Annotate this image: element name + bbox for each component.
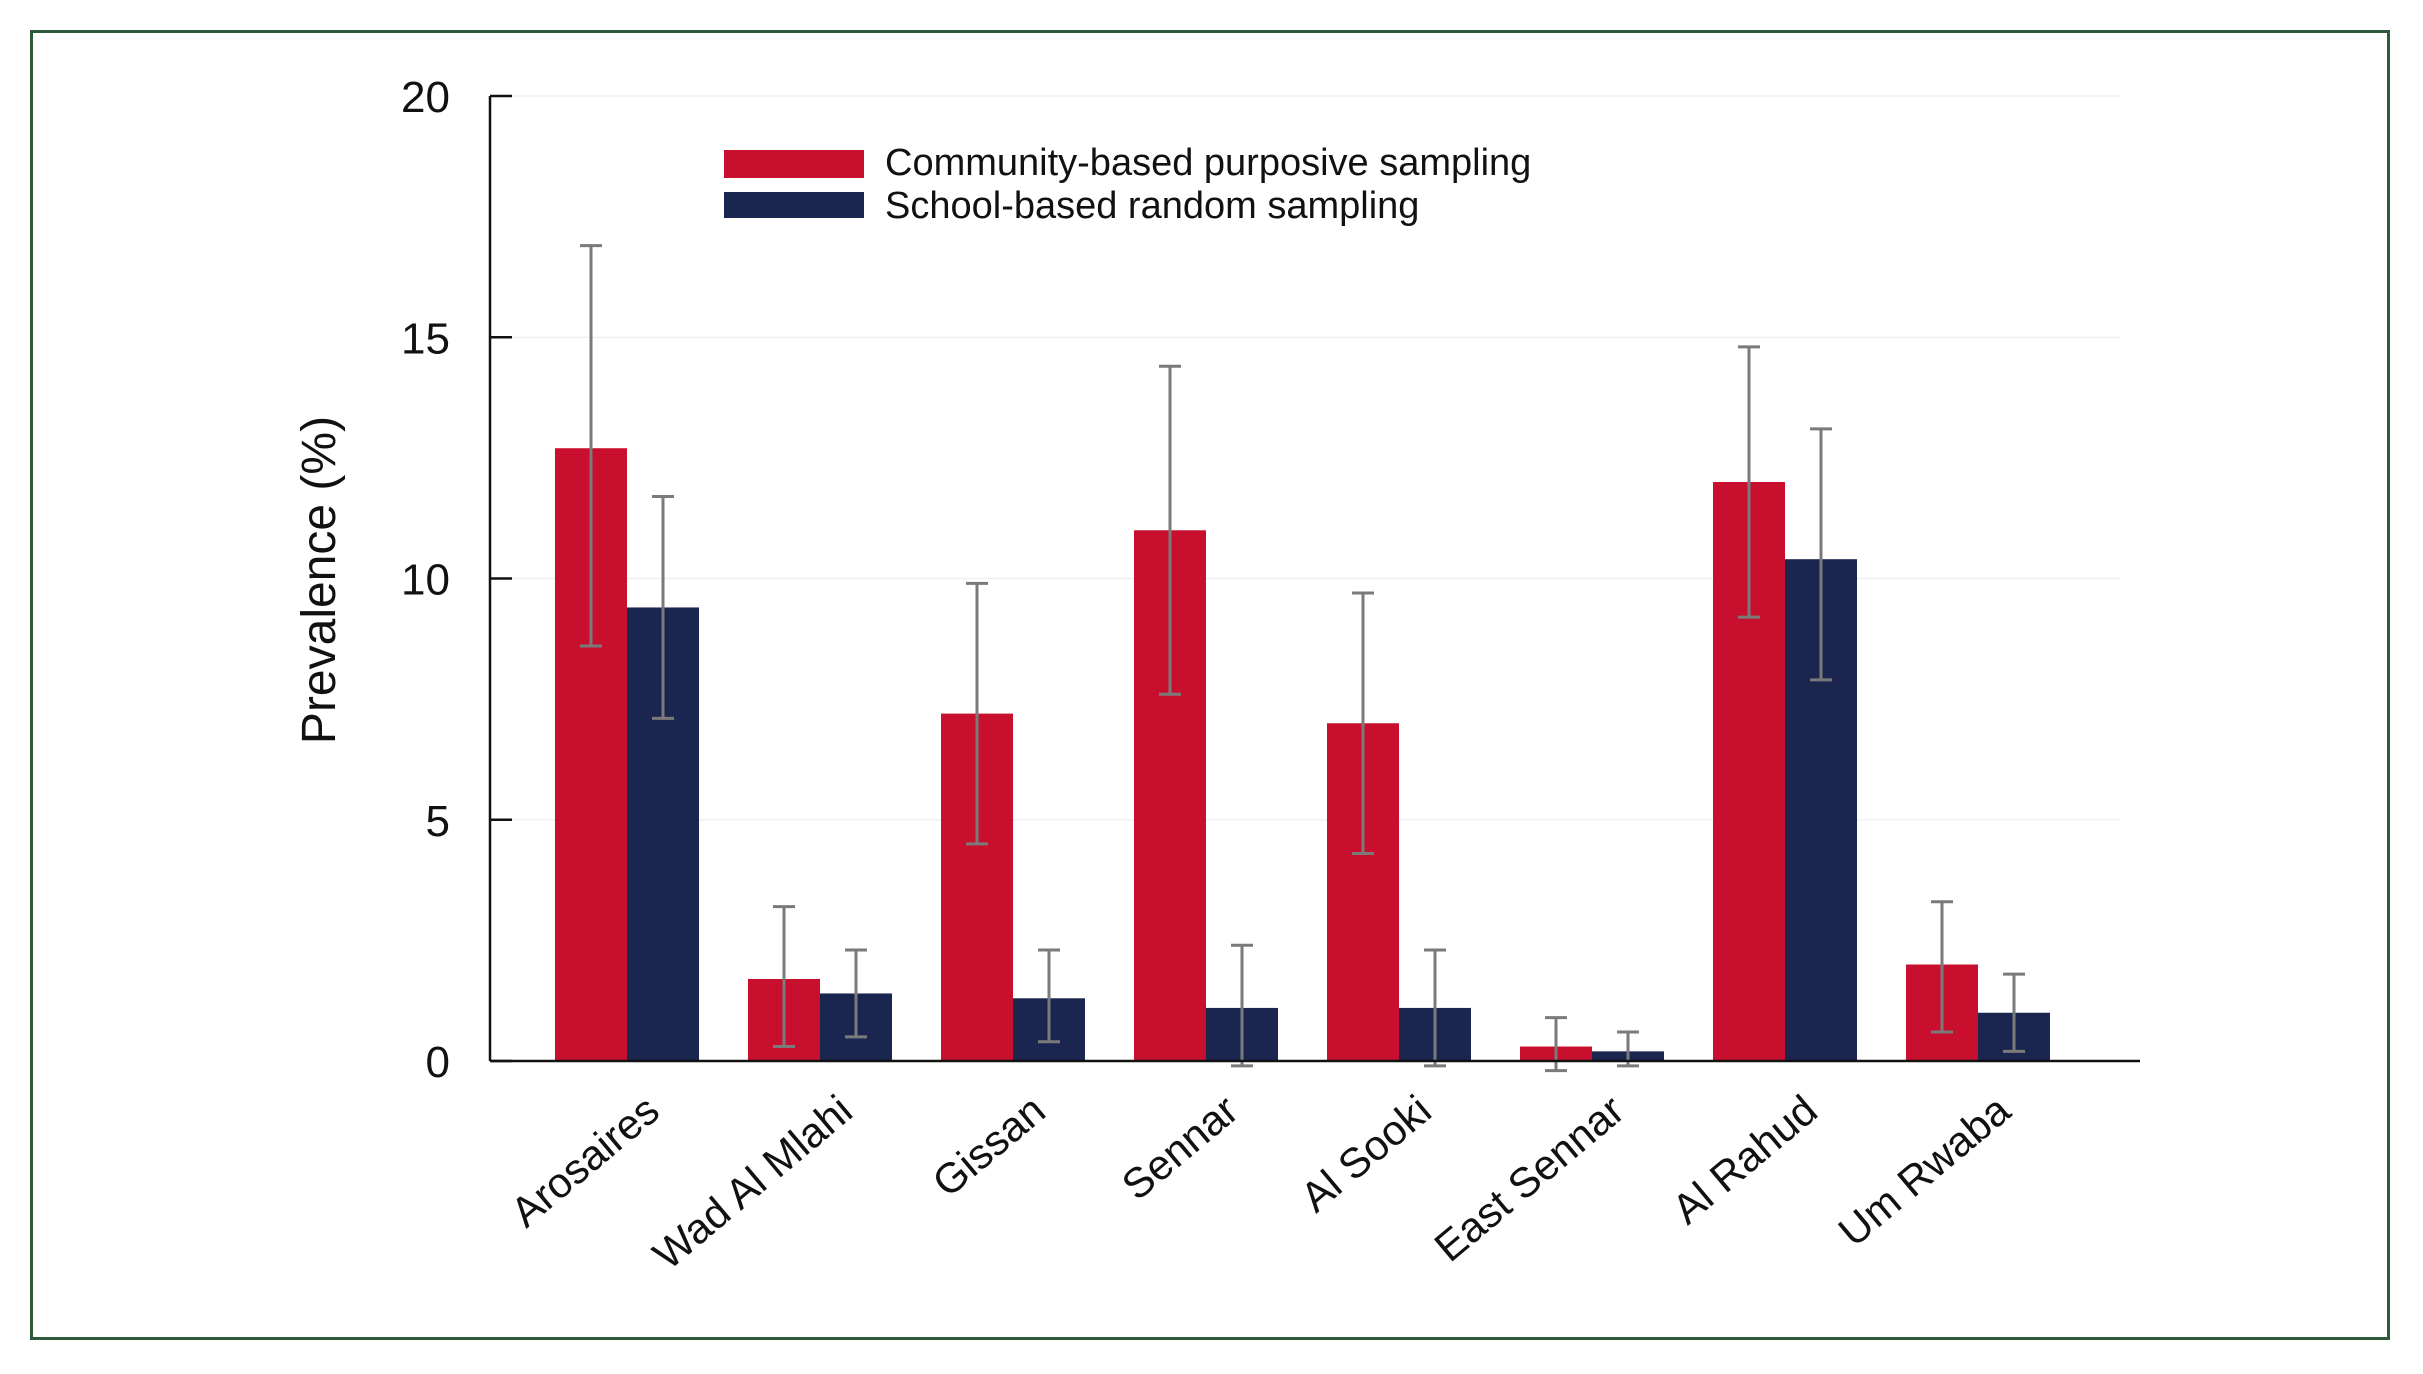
legend-label-community: Community-based purposive sampling <box>885 142 1531 184</box>
y-ticks: 0 5 10 15 20 <box>401 73 512 1087</box>
x-tick-label: Al Rahud <box>1663 1086 1826 1233</box>
x-tick-label: Al Sooki <box>1292 1086 1440 1221</box>
figure-frame <box>30 30 2390 1340</box>
x-tick-label: Um Rwaba <box>1829 1085 2019 1255</box>
y-tick-label: 15 <box>401 314 450 363</box>
x-tick-label: Arosaires <box>502 1086 668 1236</box>
legend-label-school: School-based random sampling <box>885 185 1419 227</box>
y-tick-label: 0 <box>426 1038 450 1087</box>
y-tick-label: 20 <box>401 73 450 122</box>
x-tick-label: East Sennar <box>1425 1086 1632 1271</box>
x-tick-label: Wad Al Mlahi <box>644 1086 861 1279</box>
error-bars <box>580 244 2025 1073</box>
legend-swatch-school <box>724 192 864 218</box>
y-tick-label: 10 <box>401 556 450 605</box>
legend-swatch-community <box>724 150 864 178</box>
y-tick-label: 5 <box>426 797 450 846</box>
y-axis-label: Prevalence (%) <box>293 416 346 744</box>
x-tick-label: Sennar <box>1113 1086 1247 1209</box>
x-tick-label: Gissan <box>923 1086 1053 1206</box>
bars <box>555 448 2050 1062</box>
legend: Community-based purposive sampling Schoo… <box>724 142 1531 227</box>
